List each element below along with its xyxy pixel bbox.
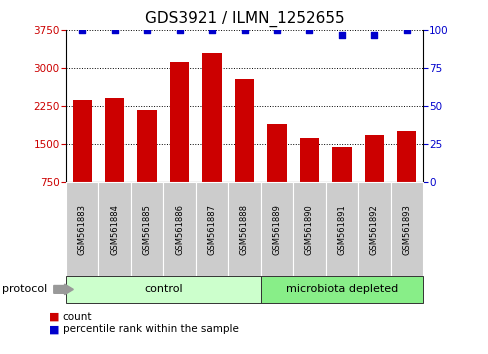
Text: GSM561886: GSM561886 [175,204,183,255]
Bar [331,147,351,220]
Bar [105,98,124,220]
Point [111,27,119,33]
Text: GSM561885: GSM561885 [142,204,151,255]
Bar [364,135,383,220]
Text: GSM561890: GSM561890 [305,204,313,255]
Point [175,27,183,33]
Text: GSM561883: GSM561883 [78,204,86,255]
Bar [137,110,157,220]
Text: GSM561889: GSM561889 [272,204,281,255]
Point [208,27,216,33]
Bar [169,62,189,220]
Point [337,32,345,38]
Point [402,27,410,33]
Text: GSM561893: GSM561893 [402,204,410,255]
Text: control: control [144,284,183,295]
Text: microbiota depleted: microbiota depleted [285,284,397,295]
Text: GDS3921 / ILMN_1252655: GDS3921 / ILMN_1252655 [144,11,344,27]
Bar [202,53,222,220]
Point [305,27,313,33]
Text: ■: ■ [49,312,59,322]
Text: protocol: protocol [2,284,48,295]
Point [272,27,280,33]
Bar [266,124,286,220]
Point [240,27,248,33]
Bar [396,131,416,220]
Text: ■: ■ [49,324,59,334]
Text: count: count [62,312,92,322]
Text: GSM561884: GSM561884 [110,204,119,255]
Text: GSM561888: GSM561888 [240,204,248,255]
Text: GSM561891: GSM561891 [337,204,346,255]
Point [369,32,377,38]
Text: GSM561892: GSM561892 [369,204,378,255]
Point [78,27,86,33]
Bar [299,138,319,220]
Point [143,27,151,33]
Text: percentile rank within the sample: percentile rank within the sample [62,324,238,334]
Bar [72,99,92,220]
Bar [234,79,254,220]
Text: GSM561887: GSM561887 [207,204,216,255]
